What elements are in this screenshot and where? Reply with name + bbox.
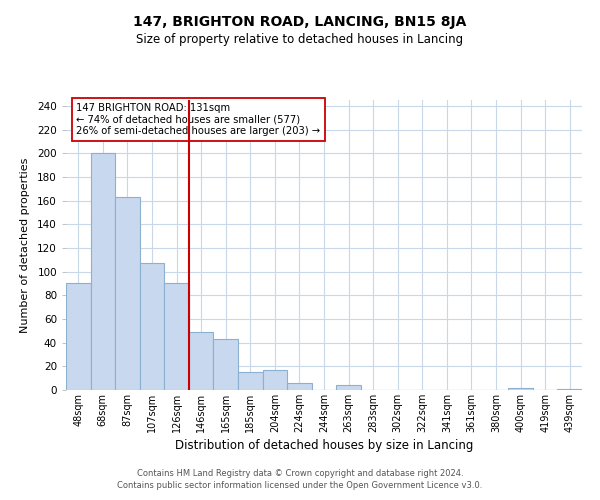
Bar: [508, 388, 533, 390]
Bar: [336, 386, 361, 390]
Y-axis label: Number of detached properties: Number of detached properties: [20, 158, 30, 332]
Bar: [164, 284, 189, 390]
Bar: [287, 383, 312, 390]
Bar: [263, 370, 287, 390]
Bar: [214, 339, 238, 390]
Bar: [140, 264, 164, 390]
Bar: [115, 197, 140, 390]
Text: 147 BRIGHTON ROAD: 131sqm
← 74% of detached houses are smaller (577)
26% of semi: 147 BRIGHTON ROAD: 131sqm ← 74% of detac…: [76, 103, 320, 136]
Bar: [557, 389, 582, 390]
Text: Size of property relative to detached houses in Lancing: Size of property relative to detached ho…: [136, 32, 464, 46]
Text: 147, BRIGHTON ROAD, LANCING, BN15 8JA: 147, BRIGHTON ROAD, LANCING, BN15 8JA: [133, 15, 467, 29]
Bar: [238, 372, 263, 390]
Bar: [66, 284, 91, 390]
Text: Contains HM Land Registry data © Crown copyright and database right 2024.: Contains HM Land Registry data © Crown c…: [137, 468, 463, 477]
Bar: [189, 332, 214, 390]
Bar: [91, 154, 115, 390]
Text: Contains public sector information licensed under the Open Government Licence v3: Contains public sector information licen…: [118, 481, 482, 490]
X-axis label: Distribution of detached houses by size in Lancing: Distribution of detached houses by size …: [175, 439, 473, 452]
